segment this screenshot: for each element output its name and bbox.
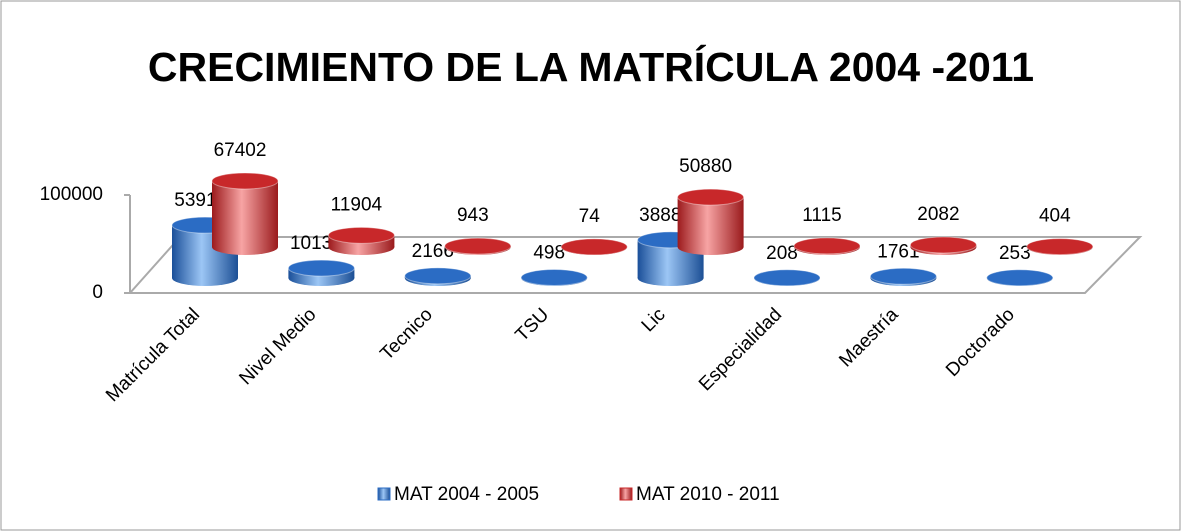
cylinder-top <box>404 267 472 285</box>
data-label: 404 <box>1039 206 1071 227</box>
legend-label: MAT 2010 - 2011 <box>636 484 780 505</box>
cylinder-top <box>869 267 937 285</box>
cylinder <box>1026 238 1094 256</box>
cylinder-top <box>211 172 279 190</box>
cylinder <box>560 238 628 256</box>
cylinder-top <box>753 269 821 287</box>
y-tick-label: 100000 <box>40 184 103 205</box>
data-label: 498 <box>533 243 565 264</box>
chart-title: CRECIMIENTO DE LA MATRÍCULA 2004 -2011 <box>148 44 1034 90</box>
legend-label: MAT 2004 - 2005 <box>394 484 539 505</box>
data-label: 2166 <box>412 241 454 262</box>
floor <box>127 236 1143 294</box>
cylinder-top <box>520 269 588 287</box>
cylinder <box>869 267 937 286</box>
cylinder <box>211 172 279 255</box>
cylinder-body <box>677 197 744 247</box>
cylinder <box>327 226 395 255</box>
legend-swatch <box>377 487 391 501</box>
cylinder <box>520 269 588 287</box>
y-tick-label: 0 <box>92 282 103 303</box>
data-label: 11904 <box>331 194 383 215</box>
cylinder <box>753 269 821 287</box>
cylinder <box>909 236 977 255</box>
cylinder <box>677 188 745 255</box>
data-label: 50880 <box>679 156 732 177</box>
data-label: 1761 <box>877 241 919 262</box>
cylinder-top <box>287 259 355 277</box>
data-label: 253 <box>999 243 1031 264</box>
legend-swatch <box>619 487 633 501</box>
data-label: 208 <box>766 243 798 264</box>
data-label: 2082 <box>917 204 959 225</box>
cylinder <box>444 237 512 255</box>
cylinder-top <box>909 236 977 254</box>
cylinder-top <box>444 237 512 255</box>
data-label: 67402 <box>214 140 267 161</box>
cylinder <box>404 267 472 286</box>
cylinder-body <box>212 180 278 247</box>
cylinder-top <box>677 188 745 206</box>
cylinder <box>793 237 861 255</box>
cylinder-top <box>793 237 861 255</box>
cylinder-top <box>986 269 1054 287</box>
cylinder <box>986 269 1054 287</box>
data-label: 1115 <box>802 205 841 226</box>
cylinder-top <box>1026 238 1094 256</box>
data-label: 74 <box>579 206 601 227</box>
cylinder-top <box>560 238 628 256</box>
cylinder-top <box>327 226 395 244</box>
cylinder <box>287 259 355 286</box>
data-label: 943 <box>457 205 489 226</box>
